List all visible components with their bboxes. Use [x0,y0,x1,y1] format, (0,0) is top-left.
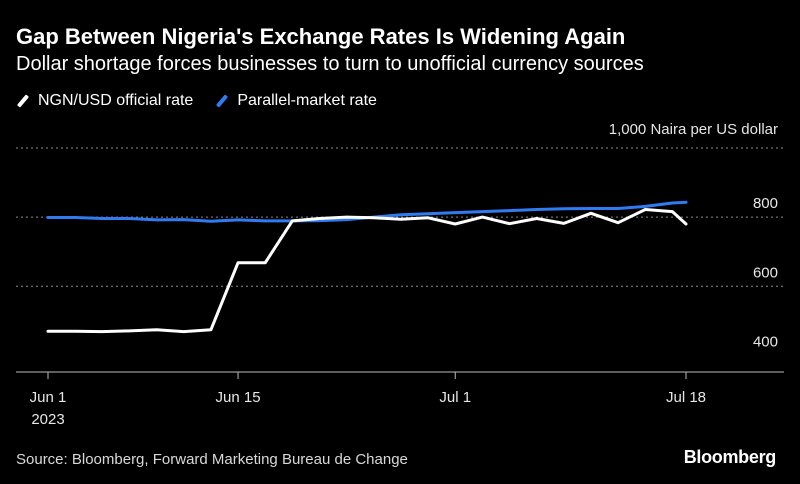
bloomberg-logo: Bloomberg [683,447,777,467]
legend-item-parallel: Parallel-market rate [215,92,377,110]
chart-title: Gap Between Nigeria's Exchange Rates Is … [16,24,626,49]
gridlines [16,147,784,287]
series-lines [46,200,688,334]
x-tick-label: Jun 15 [216,389,261,406]
axis-labels: Jun 1 Jun 15 Jul 1 Jul 18 2023 400 600 800 1,000… [30,121,778,428]
legend-label-parallel: Parallel-market rate [237,92,377,109]
legend-label-official: NGN/USD official rate [38,92,194,109]
x-tick-label: Jul 18 [666,389,706,406]
x-axis [16,371,784,379]
series-line-official-rate [46,208,688,334]
x-year-label: 2023 [31,411,64,428]
y-tick-label: 800 [753,195,778,212]
legend-item-official: NGN/USD official rate [16,92,193,110]
legend: NGN/USD official rate Parallel-market ra… [16,92,399,110]
y-tick-label: 600 [753,264,778,281]
source-note: Source: Bloomberg, Forward Marketing Bur… [16,451,408,468]
chart-subtitle: Dollar shortage forces businesses to tur… [16,53,644,75]
x-tick-label: Jul 1 [439,389,471,406]
x-tick-label: Jun 1 [30,389,67,406]
y-axis-label: 1,000 Naira per US dollar [609,121,778,138]
y-tick-label: 400 [753,333,778,350]
